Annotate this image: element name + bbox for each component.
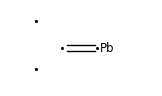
Text: Pb: Pb (100, 41, 114, 55)
